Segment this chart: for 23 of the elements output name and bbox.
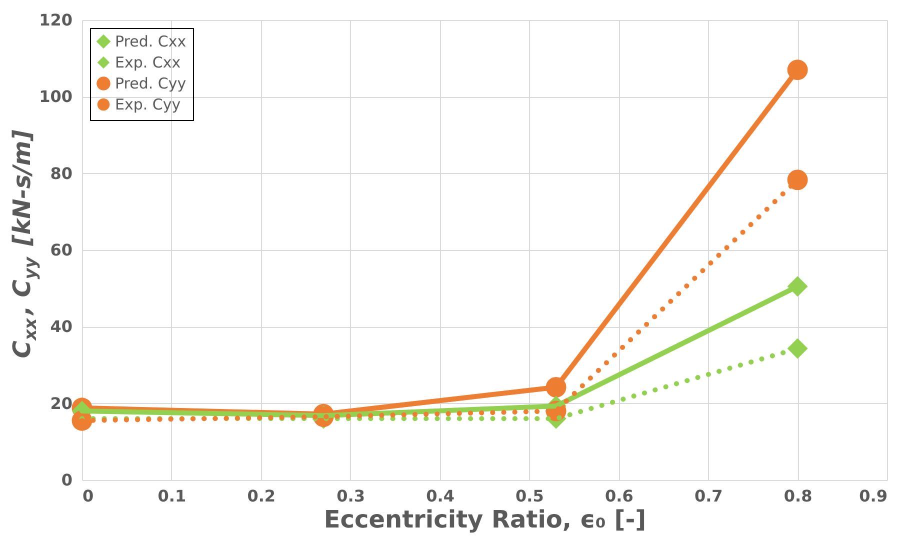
legend-label: Exp. Cyy [115, 96, 181, 114]
y-axis-title: Cxx, Cyy [kN-s/m] [8, 130, 41, 358]
y-tick-label: 120 [39, 10, 72, 30]
x-tick-label: 0.1 [158, 486, 186, 506]
legend-label: Exp. Cxx [115, 54, 181, 72]
x-tick-label: 0.2 [247, 486, 276, 506]
y-tick-label: 60 [50, 240, 72, 260]
y-tick-label: 20 [50, 394, 72, 413]
x-tick-label: 0.8 [784, 486, 812, 506]
y-tick-label: 80 [50, 164, 72, 183]
x-tick-label: 0.3 [336, 486, 366, 506]
x-tick-label: 0.6 [604, 486, 634, 506]
x-tick-label: 0.5 [516, 486, 544, 506]
y-tick-label: 0 [61, 470, 72, 490]
legend-label: Pred. Cyy [115, 74, 186, 92]
x-tick-label: 0 [82, 486, 94, 506]
x-tick-label: 0.4 [426, 486, 454, 506]
x-axis-title: Eccentricity Ratio, ϵ₀ [-] [324, 506, 646, 534]
legend-label: Pred. Cxx [115, 32, 186, 50]
x-tick-label: 0.7 [694, 486, 723, 506]
x-tick-label: 0.9 [859, 486, 888, 506]
y-tick-label: 40 [50, 317, 72, 336]
y-tick-label: 100 [39, 87, 72, 106]
